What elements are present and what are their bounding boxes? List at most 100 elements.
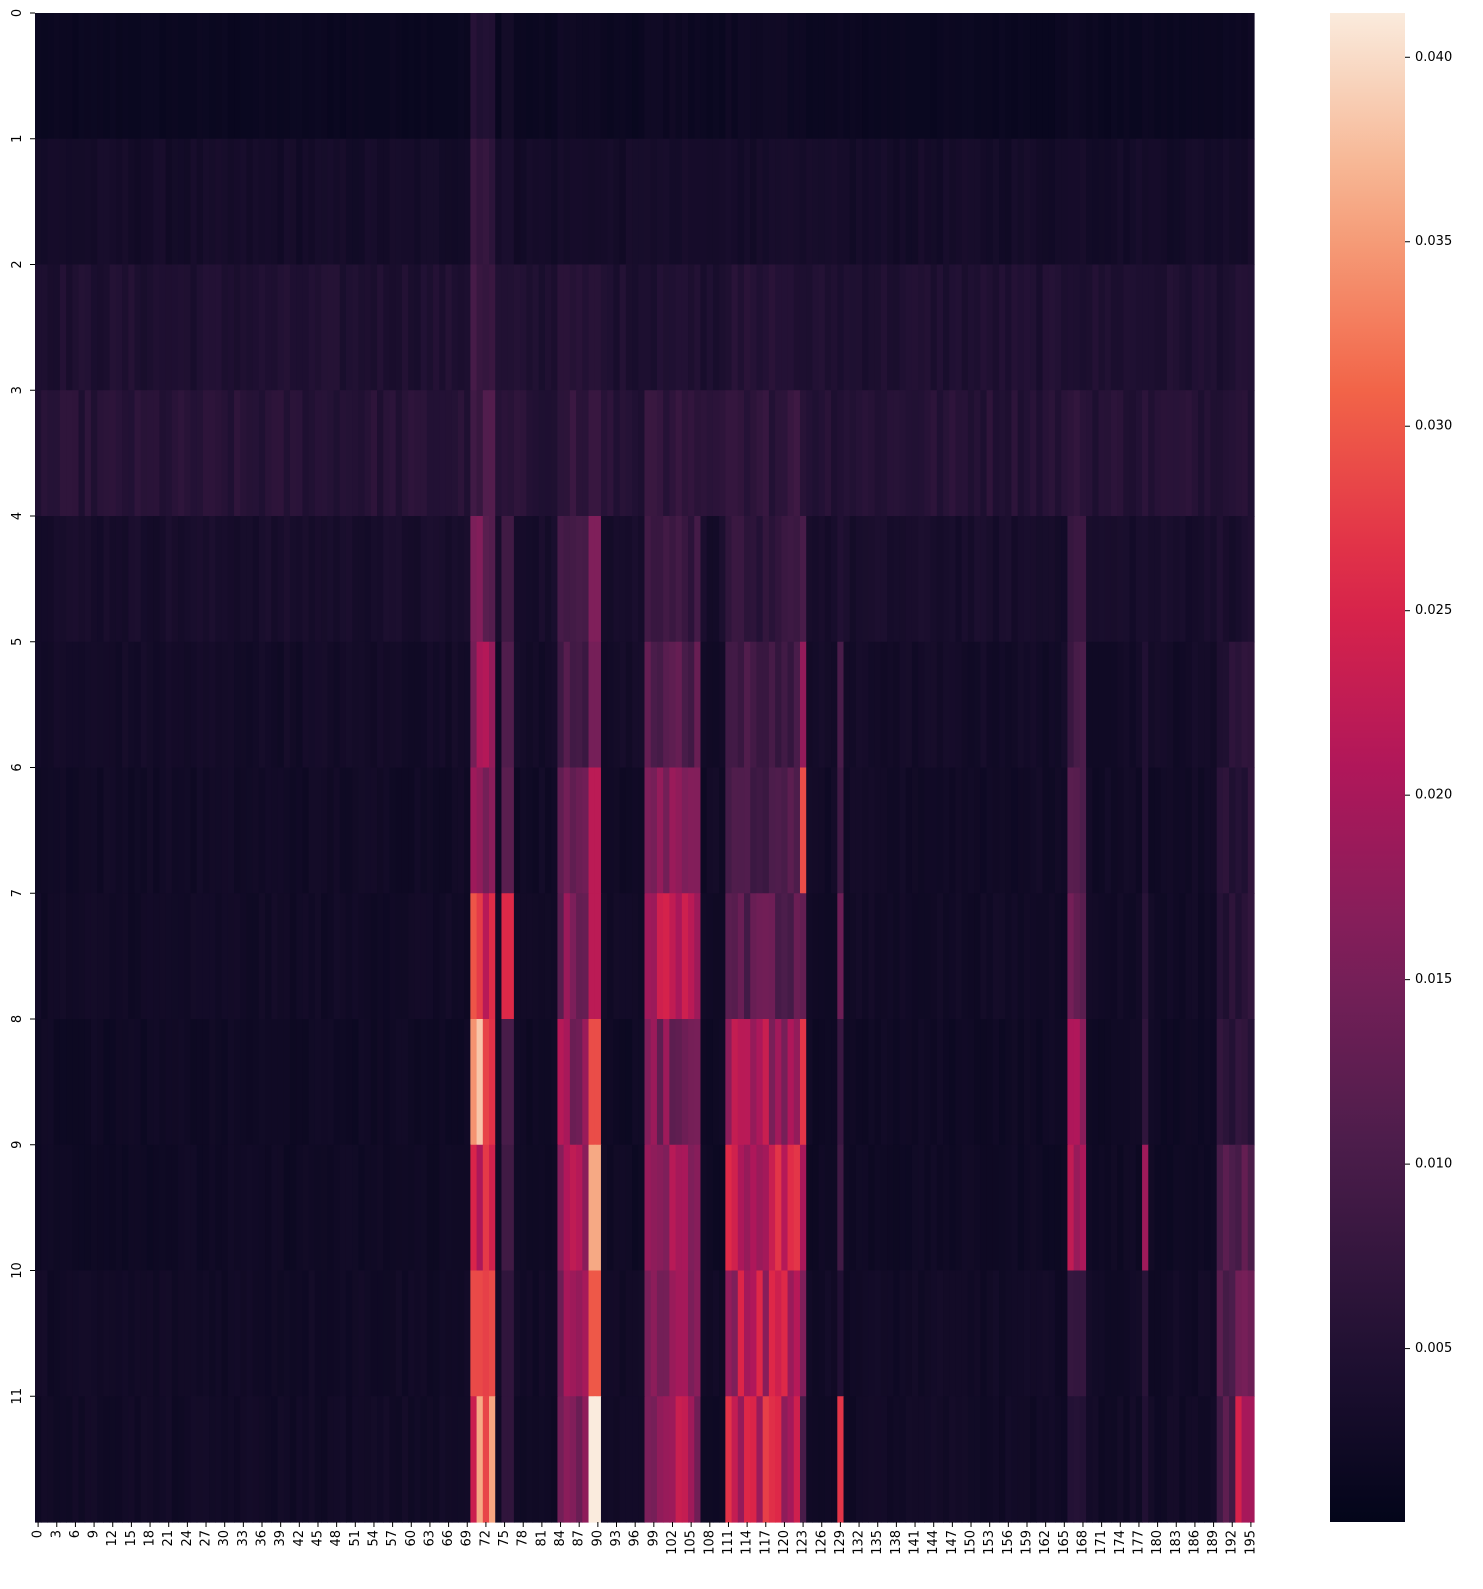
heatmap-cell	[1229, 1270, 1236, 1397]
heatmap-cell	[47, 138, 55, 266]
heatmap-cell	[1142, 390, 1149, 517]
heatmap-cell	[296, 264, 304, 391]
heatmap-cell	[240, 13, 248, 140]
heatmap-cell	[159, 1396, 167, 1523]
heatmap-cell	[171, 1019, 179, 1146]
heatmap-cell	[1073, 641, 1081, 769]
heatmap-cell	[289, 1396, 297, 1523]
heatmap-cell	[706, 516, 714, 643]
heatmap-cell	[999, 767, 1006, 894]
heatmap-cell	[277, 516, 285, 643]
heatmap-cell	[1148, 767, 1156, 894]
heatmap-cell	[97, 767, 105, 894]
heatmap-cell	[1005, 1019, 1013, 1146]
heatmap-cell	[943, 264, 950, 391]
heatmap-cell	[557, 1144, 565, 1272]
heatmap-cell	[171, 516, 179, 643]
heatmap-cell	[793, 13, 801, 140]
heatmap-cell	[961, 1144, 969, 1272]
heatmap-cell	[638, 138, 646, 266]
heatmap-cell	[563, 138, 571, 266]
heatmap-cell	[252, 1396, 260, 1523]
heatmap-cell	[619, 641, 627, 769]
heatmap-cell	[265, 516, 272, 643]
heatmap-cell	[899, 893, 907, 1020]
heatmap-cell	[1042, 516, 1050, 643]
heatmap-cell	[675, 516, 683, 643]
heatmap-cell	[706, 390, 714, 517]
heatmap-cell	[41, 767, 49, 894]
heatmap-cell	[936, 893, 944, 1020]
heatmap-cell	[781, 893, 789, 1020]
heatmap-cell	[737, 1396, 745, 1523]
heatmap-cell	[700, 1396, 708, 1523]
heatmap-cell	[1054, 390, 1062, 517]
heatmap-cell	[1216, 138, 1224, 266]
heatmap-cell	[1247, 13, 1255, 140]
heatmap-cell	[1179, 264, 1187, 391]
heatmap-cell	[1160, 893, 1168, 1020]
heatmap-cell	[240, 641, 248, 769]
heatmap-cell	[115, 1144, 123, 1272]
heatmap-cell	[799, 893, 807, 1020]
heatmap-cell	[321, 1144, 328, 1272]
heatmap-cell	[712, 390, 720, 517]
heatmap-cell	[433, 893, 440, 1020]
heatmap-cell	[557, 893, 565, 1020]
heatmap-cell	[588, 767, 596, 894]
heatmap-cell	[1247, 1019, 1255, 1146]
heatmap-cell	[986, 1019, 994, 1146]
heatmap-cell	[1185, 1019, 1193, 1146]
heatmap-cell	[1023, 13, 1031, 140]
heatmap-cell	[955, 516, 963, 643]
heatmap-cell	[513, 1396, 521, 1523]
y-tick-label: 3	[10, 386, 25, 394]
heatmap-cell	[899, 13, 907, 140]
heatmap-cell	[84, 1019, 92, 1146]
heatmap-cell	[59, 516, 67, 643]
heatmap-cell	[103, 893, 111, 1020]
heatmap-cell	[949, 641, 957, 769]
heatmap-cell	[513, 641, 521, 769]
heatmap-cell	[339, 641, 347, 769]
heatmap-cell	[538, 1019, 546, 1146]
heatmap-cell	[352, 13, 360, 140]
heatmap-cell	[520, 13, 527, 140]
heatmap-cell	[227, 1270, 235, 1397]
heatmap-cell	[1011, 893, 1019, 1020]
heatmap-cell	[289, 767, 297, 894]
heatmap-cell	[1142, 641, 1149, 769]
heatmap-cell	[868, 13, 876, 140]
heatmap-cell	[675, 767, 683, 894]
heatmap-cell	[1160, 641, 1168, 769]
heatmap-cell	[588, 641, 596, 769]
heatmap-cell	[1142, 767, 1149, 894]
heatmap-cell	[824, 767, 832, 894]
heatmap-cell	[582, 1019, 590, 1146]
heatmap-cell	[41, 1396, 49, 1523]
x-tick-label: 153	[982, 1530, 997, 1555]
heatmap-cell	[930, 138, 938, 266]
heatmap-cell	[470, 893, 478, 1020]
heatmap-cell	[557, 767, 565, 894]
heatmap-cell	[476, 390, 484, 517]
heatmap-cell	[625, 264, 633, 391]
x-tick-label: 120	[777, 1530, 792, 1555]
heatmap-cell	[576, 264, 583, 391]
heatmap-cell	[470, 13, 478, 140]
heatmap-cell	[806, 390, 814, 517]
heatmap-cell	[451, 767, 459, 894]
heatmap-cell	[644, 1019, 652, 1146]
heatmap-cell	[700, 767, 708, 894]
heatmap-cell	[911, 138, 919, 266]
heatmap-cell	[358, 893, 366, 1020]
heatmap-cell	[1123, 1019, 1131, 1146]
heatmap-cell	[1241, 390, 1249, 517]
heatmap-cell	[476, 1396, 484, 1523]
heatmap-cell	[345, 641, 353, 769]
heatmap-cell	[159, 1144, 167, 1272]
heatmap-cell	[980, 264, 988, 391]
heatmap-cell	[569, 390, 577, 517]
heatmap-cell	[737, 893, 745, 1020]
heatmap-cell	[153, 390, 160, 517]
